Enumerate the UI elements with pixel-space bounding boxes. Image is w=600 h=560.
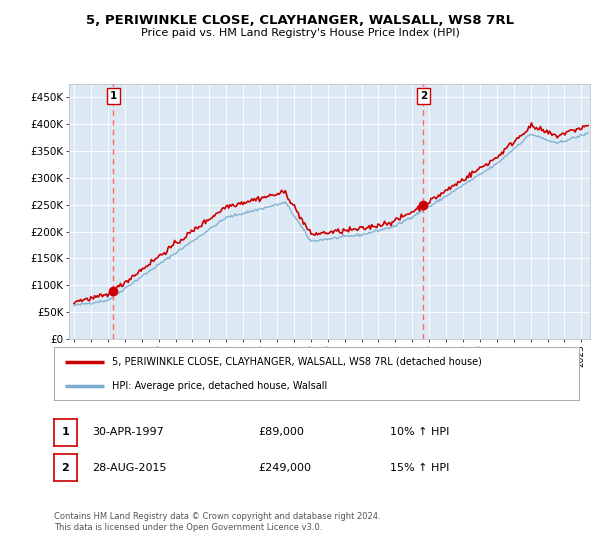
Text: 5, PERIWINKLE CLOSE, CLAYHANGER, WALSALL, WS8 7RL (detached house): 5, PERIWINKLE CLOSE, CLAYHANGER, WALSALL… [112,357,482,367]
Text: Contains HM Land Registry data © Crown copyright and database right 2024.
This d: Contains HM Land Registry data © Crown c… [54,512,380,532]
Text: 2: 2 [62,463,69,473]
Text: 15% ↑ HPI: 15% ↑ HPI [390,463,449,473]
Text: £249,000: £249,000 [258,463,311,473]
Text: 1: 1 [110,91,117,101]
Text: 1: 1 [62,427,69,437]
Text: HPI: Average price, detached house, Walsall: HPI: Average price, detached house, Wals… [112,381,327,391]
Text: 5, PERIWINKLE CLOSE, CLAYHANGER, WALSALL, WS8 7RL: 5, PERIWINKLE CLOSE, CLAYHANGER, WALSALL… [86,14,514,27]
Text: Price paid vs. HM Land Registry's House Price Index (HPI): Price paid vs. HM Land Registry's House … [140,28,460,38]
Text: 28-AUG-2015: 28-AUG-2015 [92,463,166,473]
Text: 2: 2 [420,91,427,101]
Text: 10% ↑ HPI: 10% ↑ HPI [390,427,449,437]
Text: £89,000: £89,000 [258,427,304,437]
Text: 30-APR-1997: 30-APR-1997 [92,427,164,437]
